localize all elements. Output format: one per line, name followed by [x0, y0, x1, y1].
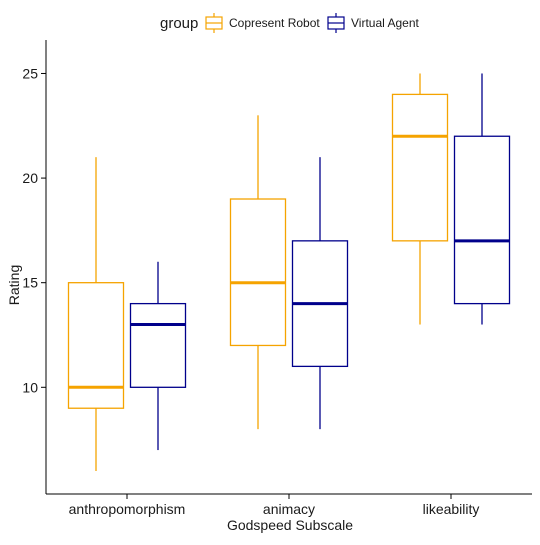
legend: group Copresent Robot Virtual Agent [160, 13, 419, 33]
y-tick-label: 20 [22, 170, 38, 186]
iqr-box [229, 198, 287, 347]
box-copresent-robot-anthropomorphism [67, 157, 125, 471]
iqr-box [391, 93, 449, 242]
y-axis-title: Rating [6, 265, 22, 305]
x-tick-label: anthropomorphism [69, 501, 186, 517]
box-virtual-agent-animacy [291, 157, 349, 430]
legend-label: Copresent Robot [229, 16, 320, 30]
box-copresent-robot-likeability [391, 73, 449, 325]
iqr-box [453, 135, 511, 305]
boxes [67, 73, 511, 471]
y-tick-label: 15 [22, 275, 38, 291]
x-axis-title: Godspeed Subscale [227, 517, 353, 533]
legend-key-virtual-agent [327, 13, 345, 33]
iqr-box [129, 302, 187, 388]
iqr-box [67, 282, 125, 409]
x-tick-label: likeability [423, 501, 480, 517]
box-virtual-agent-likeability [453, 73, 511, 325]
x-tick-label: animacy [263, 501, 315, 517]
box-copresent-robot-animacy [229, 115, 287, 430]
legend-label: Virtual Agent [351, 16, 419, 30]
y-tick-label: 10 [22, 379, 38, 395]
legend-key-copresent-robot [205, 13, 223, 33]
axes: 10 15 20 25 anthropomorphism animacy likeabili… [22, 40, 532, 517]
box-virtual-agent-anthropomorphism [129, 261, 187, 451]
y-tick-label: 25 [22, 65, 38, 81]
legend-title: group [160, 15, 198, 32]
